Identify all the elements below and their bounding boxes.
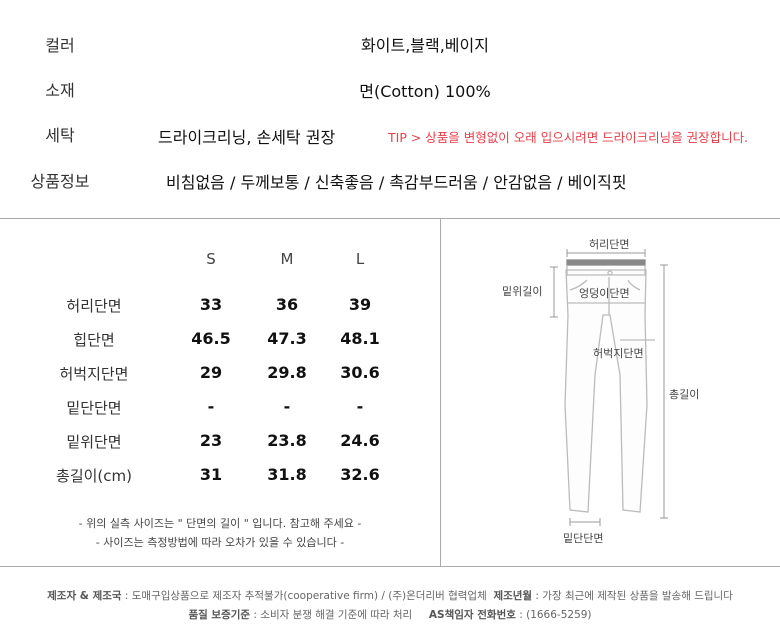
- pants-diagram: [550, 249, 668, 526]
- size-cell: 46.5: [191, 329, 231, 348]
- footer-key: 품질 보증기준: [188, 609, 251, 621]
- size-cell: 23.8: [267, 431, 307, 450]
- row-label: 밑단단면: [66, 399, 122, 417]
- footer-key: AS책임자 전화번호: [428, 609, 516, 621]
- info-label-wash: 세탁: [45, 126, 75, 145]
- diagram-rise-label: 밑위길이: [502, 285, 543, 298]
- info-label-color: 컬러: [45, 36, 75, 55]
- footer-key: 제조자 & 제조국: [47, 590, 122, 602]
- footer-key: 제조년월: [493, 590, 533, 602]
- size-cell: 30.6: [340, 363, 380, 382]
- size-note: - 사이즈는 측정방법에 따라 오차가 있을 수 있습니다 -: [95, 536, 345, 549]
- row-label: 밑위단면: [66, 433, 122, 451]
- wash-tip: TIP > 상품을 변형없이 오래 입으시려면 드라이크리닝을 권장합니다.: [388, 130, 749, 145]
- footer-value: : (1666-5259): [515, 609, 592, 621]
- info-value-wash: 드라이크리닝, 손세탁 권장: [158, 128, 336, 147]
- size-cell: 47.3: [267, 329, 307, 348]
- info-label-material: 소재: [45, 81, 75, 100]
- size-cell: 29: [199, 363, 223, 382]
- info-label-product: 상품정보: [30, 172, 90, 191]
- size-cell: 48.1: [340, 329, 380, 348]
- size-cell: -: [356, 397, 364, 416]
- divider: [0, 566, 780, 567]
- divider: [0, 218, 780, 219]
- info-value-material: 면(Cotton) 100%: [359, 82, 491, 101]
- size-cell: 31.8: [267, 465, 307, 484]
- size-cell: 24.6: [340, 431, 380, 450]
- col-header-s: S: [206, 250, 216, 268]
- size-cell: 29.8: [267, 363, 307, 382]
- size-cell: 33: [199, 295, 223, 314]
- footer-value: : 소비자 분쟁 해결 기준에 따라 처리: [250, 609, 413, 621]
- size-note: - 위의 실측 사이즈는 " 단면의 길이 " 입니다. 참고해 주세요 -: [78, 517, 362, 530]
- row-label: 총길이(cm): [56, 467, 132, 485]
- size-cell: -: [283, 397, 291, 416]
- info-value-product: 비침없음 / 두께보통 / 신축좋음 / 촉감부드러움 / 안감없음 / 베이직…: [166, 173, 627, 192]
- row-label: 허벅지단면: [59, 365, 129, 383]
- divider: [440, 219, 441, 566]
- footer-value: : 도매구입상품으로 제조자 추적불가(cooperative firm) / …: [121, 590, 487, 602]
- size-cell: 31: [199, 465, 223, 484]
- size-cell: -: [207, 397, 215, 416]
- row-label: 힙단면: [73, 331, 115, 349]
- footer-line-1: 제조자 & 제조국 : 도매구입상품으로 제조자 추적불가(cooperativ…: [0, 588, 780, 603]
- footer-line-2: 품질 보증기준 : 소비자 분쟁 해결 기준에 따라 처리 AS책임자 전화번호…: [0, 607, 780, 622]
- footer-value: : 가장 최근에 제작된 상품을 발송해 드립니다: [532, 590, 733, 602]
- diagram-waist-label: 허리단면: [589, 238, 630, 251]
- size-cell: 39: [348, 295, 372, 314]
- diagram-length-label: 총길이: [669, 388, 700, 401]
- col-header-l: L: [355, 250, 365, 268]
- diagram-hem-label: 밑단단면: [563, 532, 604, 545]
- size-cell: 36: [275, 295, 299, 314]
- size-cell: 23: [199, 431, 223, 450]
- info-value-color: 화이트,블랙,베이지: [361, 36, 489, 55]
- diagram-hip-label: 엉덩이단면: [579, 287, 630, 300]
- diagram-thigh-label: 허벅지단면: [593, 347, 644, 360]
- col-header-m: M: [280, 250, 294, 268]
- row-label: 허리단면: [66, 297, 122, 315]
- size-cell: 32.6: [340, 465, 380, 484]
